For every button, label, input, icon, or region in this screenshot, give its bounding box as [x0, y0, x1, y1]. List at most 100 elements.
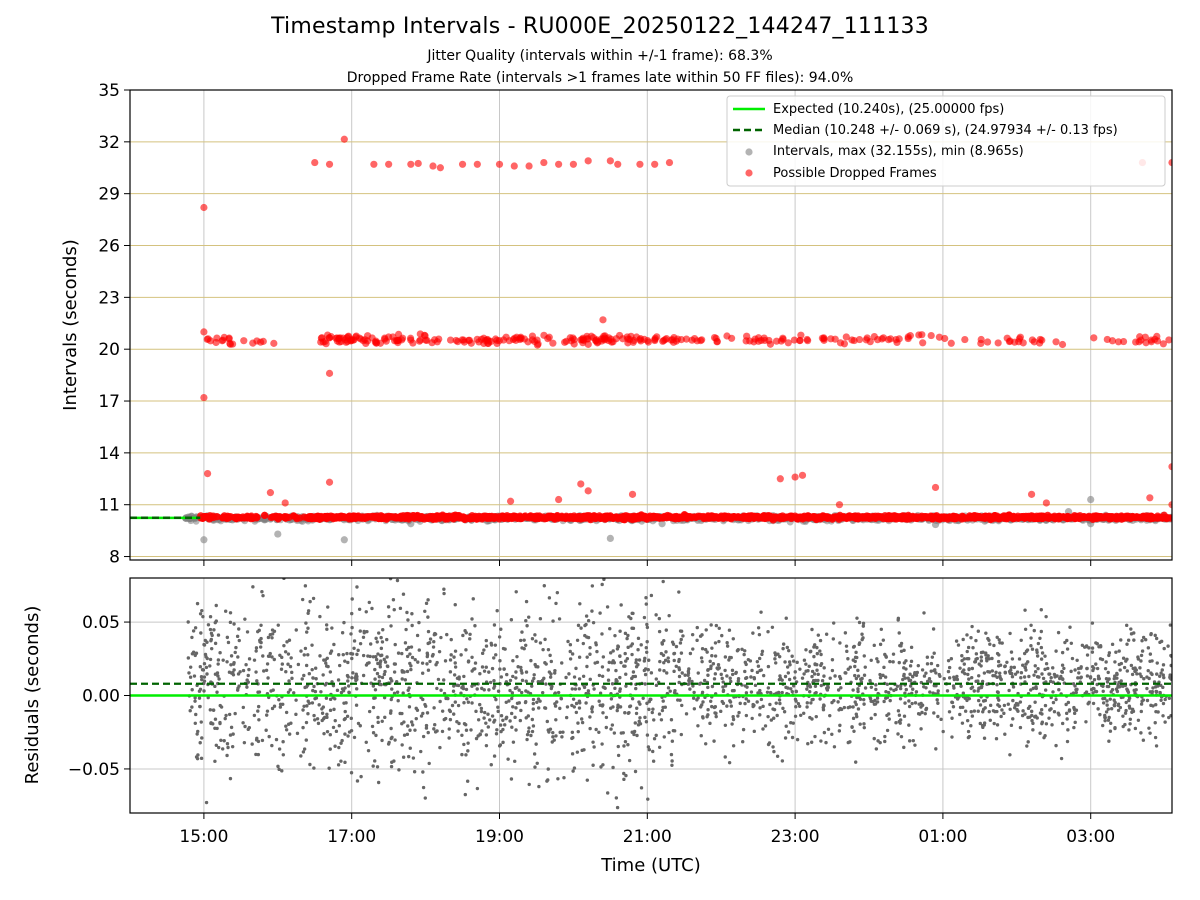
- dropped-point: [562, 337, 570, 345]
- dropped-point: [1168, 158, 1172, 167]
- dropped-point: [252, 514, 260, 522]
- chart-subtitle-dropped: Dropped Frame Rate (intervals >1 frames …: [346, 70, 854, 86]
- intervals-y-label: Intervals (seconds): [60, 239, 81, 411]
- dropped-point: [1031, 514, 1040, 522]
- legend: Expected (10.240s), (25.00000 fps) Media…: [726, 95, 1166, 187]
- dropped-point: [1132, 513, 1140, 521]
- dropped-point: [506, 514, 514, 522]
- dropped-point: [784, 339, 792, 347]
- top-y-tick-label: 8: [109, 548, 120, 568]
- dropped-point: [710, 514, 718, 522]
- dropped-point: [1027, 490, 1036, 498]
- dropped-point: [439, 512, 447, 520]
- dropped-point: [1090, 334, 1098, 342]
- legend-intervals-swatch: [745, 148, 753, 156]
- dropped-point: [340, 135, 348, 143]
- top-y-tick-label: 23: [98, 288, 120, 308]
- dropped-point: [983, 338, 992, 346]
- dropped-point: [1108, 337, 1117, 345]
- dropped-point: [510, 162, 518, 170]
- dropped-point: [579, 336, 587, 344]
- dropped-point: [333, 334, 341, 342]
- dropped-point: [599, 335, 607, 343]
- dropped-point: [855, 335, 864, 344]
- dropped-point: [416, 336, 424, 344]
- dropped-point: [1160, 514, 1168, 522]
- dropped-point: [994, 339, 1002, 347]
- residual-point: [375, 671, 380, 676]
- residual-point: [406, 724, 410, 728]
- dropped-point: [1059, 513, 1067, 521]
- dropped-point: [409, 339, 417, 347]
- interval-point: [658, 520, 666, 528]
- dropped-point: [555, 160, 563, 168]
- dropped-point: [672, 337, 680, 345]
- top-y-tick-label: 17: [98, 392, 120, 412]
- residual-point: [448, 658, 453, 662]
- dropped-point: [676, 513, 684, 521]
- dropped-point: [772, 337, 781, 345]
- dropped-point: [848, 513, 856, 521]
- dropped-point: [569, 160, 578, 168]
- dropped-point: [394, 330, 403, 338]
- residual-point: [888, 698, 892, 703]
- dropped-point: [1112, 514, 1120, 523]
- dropped-point: [261, 511, 269, 519]
- dropped-point: [762, 514, 770, 522]
- legend-dropped-label: Possible Dropped Frames: [773, 166, 937, 181]
- residual-point: [1033, 670, 1038, 674]
- dropped-point: [1166, 514, 1172, 522]
- residual-point: [955, 674, 959, 679]
- interval-point: [931, 520, 940, 529]
- dropped-point: [225, 334, 233, 342]
- residual-point: [972, 709, 977, 713]
- residual-point: [1140, 639, 1144, 643]
- dropped-point: [977, 339, 985, 348]
- residual-point: [495, 728, 499, 732]
- top-y-tick-label: 20: [98, 340, 120, 360]
- dropped-point: [200, 203, 208, 212]
- dropped-point: [860, 513, 869, 521]
- dropped-point: [1011, 514, 1019, 522]
- dropped-point: [919, 339, 927, 347]
- dropped-point: [1119, 337, 1128, 346]
- dropped-point: [344, 513, 353, 521]
- dropped-point: [703, 514, 711, 522]
- dropped-point: [628, 490, 637, 498]
- dropped-point: [964, 514, 972, 522]
- dropped-point: [222, 513, 230, 521]
- dropped-point: [681, 513, 690, 521]
- residual-point: [990, 669, 995, 673]
- dropped-point: [1005, 511, 1013, 519]
- dropped-point: [1120, 513, 1128, 522]
- residual-point: [536, 680, 540, 684]
- dropped-point: [630, 512, 638, 520]
- dropped-point: [870, 332, 878, 341]
- residual-point: [252, 713, 257, 718]
- dropped-point: [935, 333, 944, 341]
- dropped-point: [1036, 335, 1044, 344]
- residual-point: [220, 747, 225, 751]
- residual-point: [530, 637, 535, 641]
- legend-median-label: Median (10.248 +/- 0.069 s), (24.97934 +…: [773, 123, 1118, 138]
- dropped-point: [473, 160, 481, 168]
- dropped-point: [891, 514, 900, 522]
- dropped-point: [495, 160, 504, 168]
- dropped-point: [555, 495, 563, 504]
- dropped-point: [778, 514, 786, 522]
- residual-point: [969, 710, 973, 714]
- dropped-point: [200, 512, 209, 521]
- dropped-point: [892, 336, 900, 344]
- residual-point: [274, 737, 279, 742]
- residual-point: [1069, 641, 1074, 645]
- dropped-point: [314, 512, 322, 520]
- top-y-tick-label: 32: [98, 133, 120, 153]
- dropped-point: [253, 337, 261, 345]
- dropped-point: [584, 487, 592, 495]
- residual-point: [1110, 642, 1115, 647]
- dropped-point: [319, 338, 327, 346]
- residual-point: [537, 784, 541, 789]
- legend-box: [726, 95, 1166, 187]
- dropped-point: [229, 340, 237, 348]
- dropped-point: [555, 513, 563, 522]
